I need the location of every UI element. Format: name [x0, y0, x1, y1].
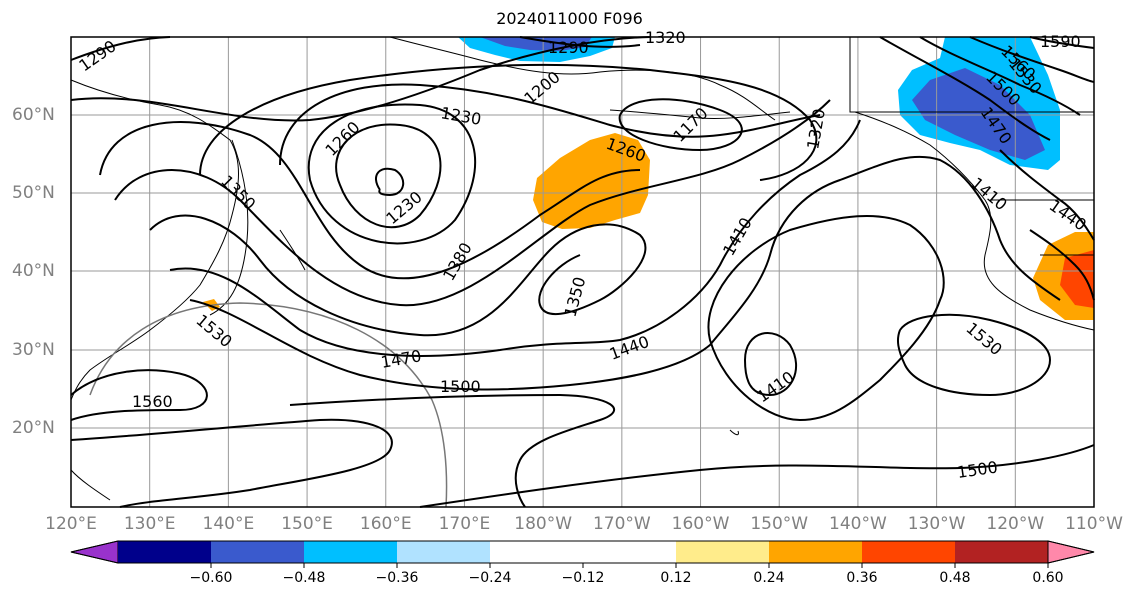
colorbar-tick-label: −0.24	[468, 570, 512, 586]
colorbar-tick-label: 0.36	[846, 570, 878, 586]
colorbar-segment	[211, 541, 304, 563]
contour-label: 1380	[439, 239, 476, 284]
longitude-tick-label: 170°E	[438, 514, 491, 534]
longitude-tick-label: 160°E	[359, 514, 412, 534]
contour-label: 1170	[669, 104, 711, 146]
map-title: 2024011000 F096	[496, 9, 643, 28]
longitude-tick-label: 150°W	[750, 514, 809, 534]
contour-label: 1530	[962, 319, 1005, 360]
southwest-us-strong-positive-region	[1060, 250, 1094, 308]
colorbar	[70, 540, 1095, 568]
colorbar-tick-label: 0.60	[1032, 570, 1064, 586]
latitude-tick-label: 50°N	[12, 183, 55, 203]
contour-label: 1560	[132, 392, 173, 411]
colorbar-max-extension	[1047, 540, 1095, 564]
longitude-tick-label: 130°W	[907, 514, 966, 534]
coastlines	[70, 36, 1095, 501]
longitude-tick-label: 170°W	[592, 514, 651, 534]
colorbar-segment	[397, 541, 490, 563]
colorbar-segment	[862, 541, 955, 563]
longitude-tick-label: 110°W	[1065, 514, 1123, 534]
contour-label: 1440	[607, 332, 652, 364]
map-frame	[70, 36, 1095, 508]
longitude-tick-label: 130°E	[123, 514, 176, 534]
colorbar-tick-label: −0.36	[375, 570, 419, 586]
gulf-of-alaska-strong-negative-region	[912, 68, 1045, 160]
range-circle	[89, 302, 448, 508]
contour-label: 1260	[321, 118, 363, 160]
latitude-tick-label: 20°N	[12, 418, 55, 438]
colorbar-tick-label: −0.60	[189, 570, 233, 586]
contour-label: 1500	[440, 377, 481, 396]
colorbar-segment	[118, 541, 211, 563]
colorbar-segment	[490, 541, 583, 563]
contour-label: 1290	[548, 38, 589, 57]
anomaly-shading	[203, 37, 1094, 320]
colorbar-min-extension	[70, 540, 119, 564]
longitude-tick-label: 150°E	[281, 514, 333, 534]
colorbar-tick-label: −0.12	[561, 570, 605, 586]
longitude-tick-label: 160°W	[671, 514, 730, 534]
colorbar-tick-label: 0.48	[939, 570, 971, 586]
contour-label: 1290	[75, 36, 119, 75]
colorbar-tick-label: −0.48	[282, 570, 326, 586]
colorbar-segment	[583, 541, 676, 563]
contour-label: 1530	[192, 311, 235, 352]
colorbar-segment	[676, 541, 769, 563]
latitude-tick-label: 60°N	[12, 105, 55, 125]
north-pacific-positive-region	[533, 133, 650, 229]
contour-label: 1440	[1046, 196, 1090, 235]
colorbar-segment	[304, 541, 397, 563]
colorbar-tick-label: 0.24	[753, 570, 785, 586]
contour-label: 1350	[561, 275, 590, 319]
contour-label: 1320	[803, 107, 829, 150]
contour-label: 1230	[439, 103, 482, 129]
contour-label: 1410	[719, 214, 756, 259]
longitude-tick-label: 120°W	[986, 514, 1045, 534]
colorbar-tick-label: 0.12	[660, 570, 692, 586]
colorbar-segment	[955, 541, 1048, 563]
contour-label: 1500	[956, 457, 999, 481]
contour-label: 1410	[753, 367, 797, 406]
longitude-tick-label: 120°E	[45, 514, 97, 534]
height-contours	[70, 36, 1095, 508]
latitude-tick-label: 30°N	[12, 340, 55, 360]
longitude-tick-label: 180°W	[514, 514, 573, 534]
colorbar-segment	[769, 541, 862, 563]
longitude-tick-label: 140°E	[202, 514, 255, 534]
plot-area: 1290 1290 1320 1590 1560 1530 1500 1470 …	[70, 28, 1095, 508]
colorbar-outline	[70, 540, 1095, 564]
latitude-tick-label: 40°N	[12, 261, 55, 281]
contour-label: 1590	[1040, 32, 1081, 51]
longitude-tick-label: 140°W	[829, 514, 887, 534]
